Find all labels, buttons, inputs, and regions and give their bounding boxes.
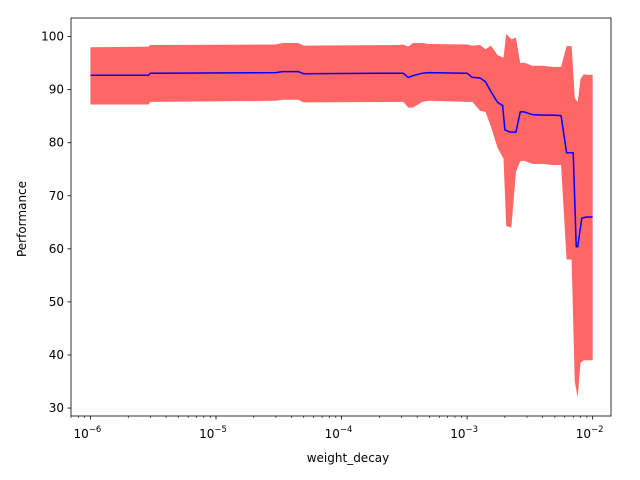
x-axis-label: weight_decay xyxy=(307,451,390,465)
x-tick-label: 10−5 xyxy=(199,425,227,441)
y-tick-label: 40 xyxy=(49,348,64,362)
plot-frame xyxy=(70,17,612,417)
mean-performance-line xyxy=(90,70,593,248)
error-band-layer xyxy=(90,33,593,398)
x-axis: 10−6 10−5 10−4 10−3 10−2 xyxy=(70,416,604,441)
y-tick-label: 90 xyxy=(49,83,64,97)
y-tick-label: 50 xyxy=(49,295,64,309)
x-tick-label: 10−4 xyxy=(325,425,353,441)
mean-line-layer xyxy=(90,70,593,248)
x-tick-label: 10−3 xyxy=(450,425,478,441)
x-tick-label: 10−2 xyxy=(576,425,604,441)
y-axis-label: Performance xyxy=(15,181,29,257)
y-tick-label: 80 xyxy=(49,136,64,150)
x-tick-label: 10−6 xyxy=(74,425,102,441)
error-band xyxy=(90,33,593,398)
y-tick-label: 70 xyxy=(49,189,64,203)
y-tick-label: 100 xyxy=(41,30,64,44)
y-axis: 30 40 50 60 70 80 90 100 xyxy=(41,30,71,415)
y-tick-label: 60 xyxy=(49,242,64,256)
y-tick-label: 30 xyxy=(49,401,64,415)
